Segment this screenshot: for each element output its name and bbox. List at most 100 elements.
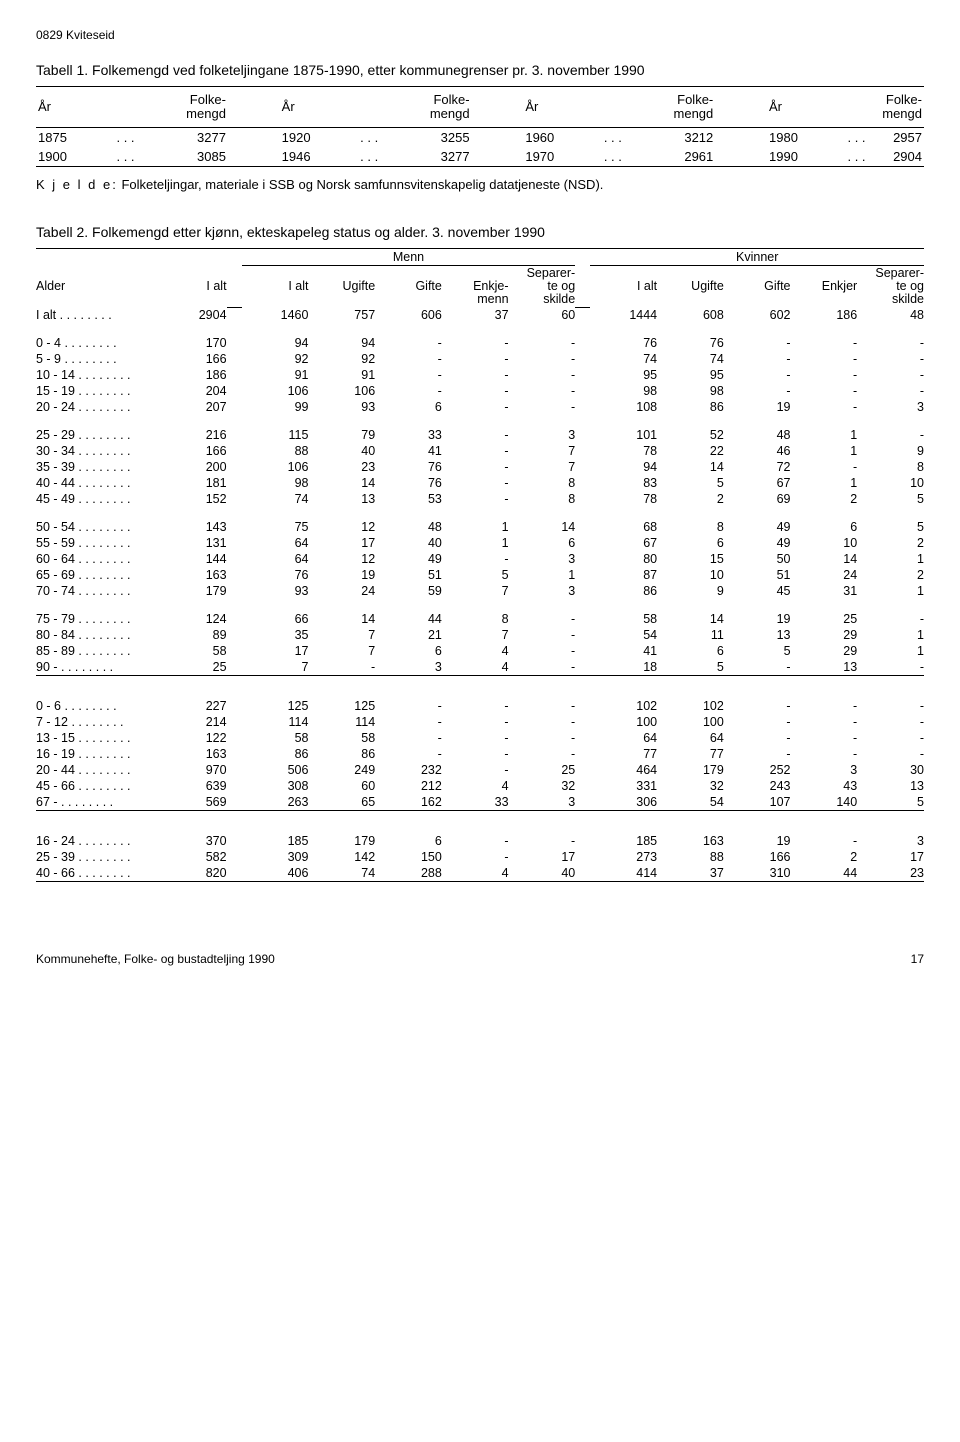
t2-cell: 78: [590, 443, 657, 459]
t2-cell: 204: [160, 383, 227, 399]
t2-cell: 3: [375, 659, 442, 676]
t2-cell: 78: [590, 491, 657, 507]
t2-cell: -: [509, 351, 576, 367]
t2-cell: 3: [857, 399, 924, 415]
t2-h-k-ialt: I alt: [590, 265, 657, 307]
t2-cell: 102: [657, 698, 724, 714]
t2-cell: 4: [442, 643, 509, 659]
t2-cell: 79: [308, 427, 375, 443]
t2-cell: -: [857, 659, 924, 676]
t2-cell: 48: [375, 519, 442, 535]
t2-cell: 87: [590, 567, 657, 583]
t2-cell: -: [724, 714, 791, 730]
t1-dots: . . .: [602, 147, 637, 167]
t2-cell: 91: [242, 367, 309, 383]
t2-cell: 98: [657, 383, 724, 399]
t2-cell: 5: [657, 475, 724, 491]
t2-cell: 75: [242, 519, 309, 535]
t2-cell: 1: [857, 583, 924, 599]
t2-cell: 50: [724, 551, 791, 567]
t2-cell: 11: [657, 627, 724, 643]
t1-value: 2961: [636, 147, 715, 167]
t2-cell: 48: [857, 307, 924, 323]
t2-cell: 64: [590, 730, 657, 746]
t2-age: 50 - 54: [36, 519, 160, 535]
t2-cell: 23: [857, 865, 924, 882]
t2-h-m-ugifte: Ugifte: [308, 265, 375, 307]
t2-cell: -: [442, 443, 509, 459]
t2-cell: -: [375, 335, 442, 351]
t2-cell: -: [375, 698, 442, 714]
t2-cell: 80: [590, 551, 657, 567]
t2-cell: 170: [160, 335, 227, 351]
t2-cell: -: [442, 551, 509, 567]
t1-year: 1980: [767, 127, 845, 147]
t2-cell: 150: [375, 849, 442, 865]
t2-age: 55 - 59: [36, 535, 160, 551]
t2-cell: 1444: [590, 307, 657, 323]
t2-cell: 310: [724, 865, 791, 882]
t2-cell: -: [509, 730, 576, 746]
t2-cell: -: [724, 335, 791, 351]
t2-cell: 263: [242, 794, 309, 811]
t2-cell: 89: [160, 627, 227, 643]
t2-cell: 15: [657, 551, 724, 567]
t2-cell: 1: [857, 551, 924, 567]
t2-cell: 106: [242, 383, 309, 399]
t2-cell: -: [857, 698, 924, 714]
t2-cell: -: [791, 698, 858, 714]
t2-cell: 58: [590, 611, 657, 627]
t2-cell: 125: [242, 698, 309, 714]
t2-cell: 45: [724, 583, 791, 599]
t2-cell: -: [724, 351, 791, 367]
t1-value: 2957: [880, 127, 924, 147]
t1-year: 1875: [36, 127, 114, 147]
t2-cell: -: [791, 730, 858, 746]
t2-age: 67 -: [36, 794, 160, 811]
t2-cell: 33: [375, 427, 442, 443]
t2-cell: 53: [375, 491, 442, 507]
t2-h-enkjemenn: Enkje-menn: [442, 265, 509, 307]
t2-cell: 4: [442, 865, 509, 882]
t2-cell: 23: [308, 459, 375, 475]
t2-cell: 1: [791, 427, 858, 443]
t2-cell: 9: [657, 583, 724, 599]
t1-year: 1946: [280, 147, 358, 167]
t2-cell: 1: [509, 567, 576, 583]
t1-h-year: År: [280, 87, 358, 128]
t2-age: 70 - 74: [36, 583, 160, 599]
t2-cell: -: [442, 714, 509, 730]
t2-age: 13 - 15: [36, 730, 160, 746]
t2-h-k-sep: Separer-te ogskilde: [857, 265, 924, 307]
t2-cell: -: [509, 698, 576, 714]
t2-cell: 2: [791, 849, 858, 865]
t2-age: 25 - 39: [36, 849, 160, 865]
t2-cell: 2904: [160, 307, 227, 323]
t2-cell: 207: [160, 399, 227, 415]
t2-cell: 2: [791, 491, 858, 507]
t2-cell: -: [724, 367, 791, 383]
t2-cell: 17: [857, 849, 924, 865]
t2-cell: 14: [657, 459, 724, 475]
t2-cell: 58: [308, 730, 375, 746]
t2-cell: 64: [242, 535, 309, 551]
t2-cell: -: [509, 611, 576, 627]
t1-dots: . . .: [358, 127, 393, 147]
t2-cell: 30: [857, 762, 924, 778]
t2-cell: -: [724, 730, 791, 746]
t2-cell: 65: [308, 794, 375, 811]
t2-cell: 1460: [242, 307, 309, 323]
t2-cell: 179: [657, 762, 724, 778]
t2-cell: 179: [308, 833, 375, 849]
t2-age: 16 - 19: [36, 746, 160, 762]
t2-cell: 6: [375, 399, 442, 415]
t2-cell: 25: [509, 762, 576, 778]
t2-cell: 1: [857, 627, 924, 643]
t2-cell: -: [509, 335, 576, 351]
footer-left: Kommunehefte, Folke- og bustadteljing 19…: [36, 952, 275, 966]
t2-cell: -: [724, 746, 791, 762]
t2-h-m-ialt: I alt: [242, 265, 309, 307]
t2-cell: -: [857, 611, 924, 627]
t2-age: 75 - 79: [36, 611, 160, 627]
t2-cell: 48: [724, 427, 791, 443]
